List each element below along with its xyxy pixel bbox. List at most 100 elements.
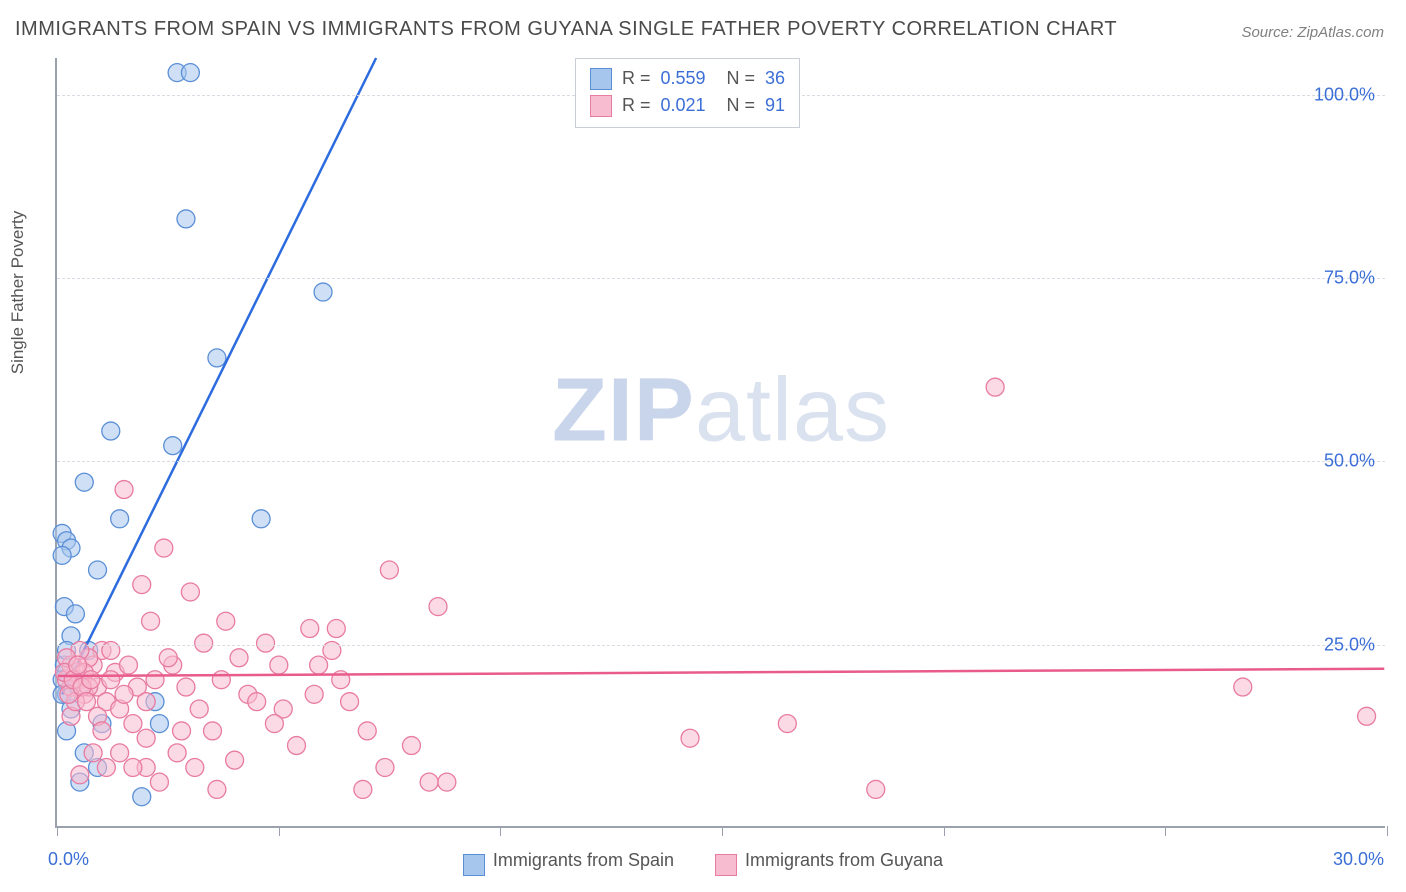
data-point xyxy=(402,737,420,755)
x-tick xyxy=(279,826,280,836)
legend-item-guyana: Immigrants from Guyana xyxy=(715,850,943,870)
data-point xyxy=(75,473,93,491)
legend-label-guyana: Immigrants from Guyana xyxy=(745,850,943,870)
legend-correlation-box: R = 0.559 N = 36 R = 0.021 N = 91 xyxy=(575,58,800,128)
data-point xyxy=(137,729,155,747)
x-tick xyxy=(722,826,723,836)
data-point xyxy=(111,510,129,528)
data-point xyxy=(177,678,195,696)
data-point xyxy=(137,693,155,711)
data-point xyxy=(69,656,87,674)
data-point xyxy=(354,780,372,798)
trend-line xyxy=(58,669,1385,676)
y-tick-label: 75.0% xyxy=(1324,268,1375,289)
data-point xyxy=(146,671,164,689)
data-point xyxy=(270,656,288,674)
gridline xyxy=(57,278,1385,279)
y-axis-label: Single Father Poverty xyxy=(8,211,28,374)
data-point xyxy=(314,283,332,301)
data-point xyxy=(438,773,456,791)
x-tick-label-max: 30.0% xyxy=(1333,849,1384,870)
data-point xyxy=(186,759,204,777)
data-point xyxy=(376,759,394,777)
legend-swatch-spain xyxy=(590,68,612,90)
data-point xyxy=(155,539,173,557)
data-point xyxy=(305,685,323,703)
legend-n-value-guyana: 91 xyxy=(765,92,785,119)
data-point xyxy=(77,693,95,711)
data-point xyxy=(159,649,177,667)
data-point xyxy=(301,620,319,638)
chart-container: IMMIGRANTS FROM SPAIN VS IMMIGRANTS FROM… xyxy=(0,0,1406,892)
data-point xyxy=(150,773,168,791)
plot-area: ZIPatlas 25.0%50.0%75.0%100.0% xyxy=(55,58,1385,828)
data-point xyxy=(327,620,345,638)
source-attribution: Source: ZipAtlas.com xyxy=(1241,24,1384,41)
data-point xyxy=(102,671,120,689)
x-tick xyxy=(1165,826,1166,836)
data-point xyxy=(181,64,199,82)
data-point xyxy=(429,598,447,616)
data-point xyxy=(82,671,100,689)
data-point xyxy=(208,349,226,367)
data-point xyxy=(142,612,160,630)
data-point xyxy=(133,788,151,806)
data-point xyxy=(212,671,230,689)
data-point xyxy=(778,715,796,733)
legend-row-spain: R = 0.559 N = 36 xyxy=(590,65,785,92)
y-tick-label: 25.0% xyxy=(1324,634,1375,655)
legend-n-label: N = xyxy=(727,65,756,92)
data-point xyxy=(115,685,133,703)
data-point xyxy=(195,634,213,652)
gridline xyxy=(57,645,1385,646)
legend-row-guyana: R = 0.021 N = 91 xyxy=(590,92,785,119)
data-point xyxy=(84,744,102,762)
legend-r-value-spain: 0.559 xyxy=(661,65,717,92)
x-tick xyxy=(944,826,945,836)
data-point xyxy=(867,780,885,798)
data-point xyxy=(288,737,306,755)
data-point xyxy=(204,722,222,740)
data-point xyxy=(1234,678,1252,696)
data-point xyxy=(115,481,133,499)
x-tick xyxy=(500,826,501,836)
data-point xyxy=(310,656,328,674)
y-tick-label: 50.0% xyxy=(1324,451,1375,472)
data-point xyxy=(102,422,120,440)
data-point xyxy=(358,722,376,740)
x-tick-label-min: 0.0% xyxy=(48,849,89,870)
data-point xyxy=(71,766,89,784)
legend-r-value-guyana: 0.021 xyxy=(661,92,717,119)
data-point xyxy=(1358,707,1376,725)
data-point xyxy=(380,561,398,579)
data-point xyxy=(173,722,191,740)
data-point xyxy=(252,510,270,528)
data-point xyxy=(93,722,111,740)
y-tick-label: 100.0% xyxy=(1314,84,1375,105)
legend-item-spain: Immigrants from Spain xyxy=(463,850,679,870)
data-point xyxy=(150,715,168,733)
legend-series-names: Immigrants from Spain Immigrants from Gu… xyxy=(0,850,1406,872)
data-point xyxy=(97,759,115,777)
legend-swatch-guyana-icon xyxy=(715,854,737,876)
data-point xyxy=(226,751,244,769)
data-point xyxy=(66,605,84,623)
gridline xyxy=(57,461,1385,462)
data-point xyxy=(164,437,182,455)
data-point xyxy=(420,773,438,791)
data-point xyxy=(181,583,199,601)
data-point xyxy=(133,576,151,594)
data-point xyxy=(168,744,186,762)
trend-line xyxy=(62,58,376,694)
data-point xyxy=(230,649,248,667)
data-point xyxy=(124,759,142,777)
data-point xyxy=(190,700,208,718)
data-point xyxy=(265,715,283,733)
data-point xyxy=(177,210,195,228)
data-point xyxy=(681,729,699,747)
data-point xyxy=(119,656,137,674)
data-point xyxy=(124,715,142,733)
legend-r-label: R = xyxy=(622,92,651,119)
scatter-plot-svg xyxy=(57,58,1385,826)
chart-title: IMMIGRANTS FROM SPAIN VS IMMIGRANTS FROM… xyxy=(15,18,1117,41)
